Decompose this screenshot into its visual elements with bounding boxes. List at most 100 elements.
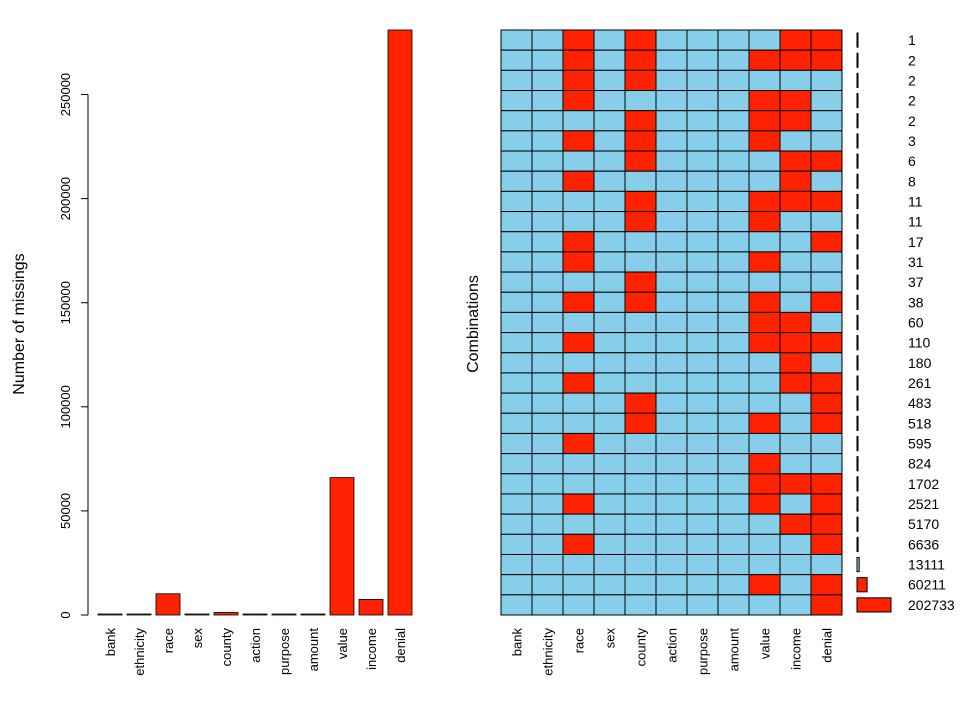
cell-amount-row-16 xyxy=(717,332,750,354)
cell-denial-row-27 xyxy=(810,553,843,576)
cell-income-row-9 xyxy=(779,190,812,213)
cell-sex-row-20 xyxy=(593,412,626,434)
count-bar-row-29 xyxy=(856,597,892,613)
cell-purpose-row-23 xyxy=(686,473,719,495)
cell-county-row-2 xyxy=(624,49,657,71)
cell-amount-row-2 xyxy=(717,49,750,71)
cell-race-row-19 xyxy=(562,392,595,414)
cell-denial-row-5 xyxy=(810,110,843,132)
cell-amount-row-5 xyxy=(717,110,750,132)
cell-action-row-2 xyxy=(655,49,688,71)
cell-denial-row-20 xyxy=(810,412,843,434)
combination-count-bars xyxy=(856,32,892,613)
cell-action-row-28 xyxy=(655,574,688,596)
cell-county-row-21 xyxy=(624,432,657,455)
x-tick-label-purpose: purpose xyxy=(277,628,292,675)
x-tick-label-sex: sex xyxy=(190,628,205,649)
cell-amount-row-13 xyxy=(717,271,750,293)
cell-sex-row-9 xyxy=(593,190,626,213)
bar-income xyxy=(358,598,384,616)
y-tick-label: 150000 xyxy=(58,281,73,324)
cell-county-row-7 xyxy=(624,150,657,172)
bars xyxy=(97,29,413,616)
cell-income-row-14 xyxy=(779,291,812,313)
count-bar-row-25 xyxy=(856,516,859,532)
count-bar-row-20 xyxy=(856,415,859,431)
cell-purpose-row-19 xyxy=(686,392,719,414)
cell-bank-row-11 xyxy=(500,231,533,253)
x-tick-label-amount: amount xyxy=(306,628,321,672)
count-bar-row-14 xyxy=(856,294,859,310)
cell-bank-row-2 xyxy=(500,49,533,71)
cell-bank-row-7 xyxy=(500,150,533,172)
cell-ethnicity-row-21 xyxy=(531,432,564,455)
cell-ethnicity-row-3 xyxy=(531,69,564,92)
cell-denial-row-17 xyxy=(810,352,843,374)
cell-county-row-18 xyxy=(624,372,657,394)
cell-sex-row-4 xyxy=(593,90,626,112)
bar-race xyxy=(155,593,181,616)
cell-purpose-row-3 xyxy=(686,69,719,92)
cell-county-row-16 xyxy=(624,332,657,354)
cell-county-row-13 xyxy=(624,271,657,293)
column-label-county: county xyxy=(634,628,649,667)
cell-purpose-row-11 xyxy=(686,231,719,253)
cell-income-row-21 xyxy=(779,432,812,455)
column-label-income: income xyxy=(789,628,804,670)
cell-bank-row-16 xyxy=(500,332,533,354)
cell-purpose-row-1 xyxy=(686,29,719,51)
count-bar-row-17 xyxy=(856,355,859,371)
cell-denial-row-2 xyxy=(810,49,843,71)
cell-value-row-5 xyxy=(748,110,781,132)
cell-purpose-row-16 xyxy=(686,332,719,354)
cell-ethnicity-row-26 xyxy=(531,533,564,555)
cell-amount-row-22 xyxy=(717,453,750,475)
cell-action-row-29 xyxy=(655,594,688,616)
cell-sex-row-13 xyxy=(593,271,626,293)
y-axis: 0 50000 100000 150000 200000 250000 xyxy=(58,73,89,619)
cell-purpose-row-26 xyxy=(686,533,719,555)
cell-county-row-12 xyxy=(624,251,657,273)
cell-amount-row-8 xyxy=(717,170,750,192)
y-tick-label: 50000 xyxy=(58,493,73,529)
cell-value-row-14 xyxy=(748,291,781,313)
cell-income-row-8 xyxy=(779,170,812,192)
y-tick-label: 0 xyxy=(58,611,73,618)
cell-denial-row-26 xyxy=(810,533,843,555)
x-tick-label-denial: denial xyxy=(393,628,408,663)
cell-purpose-row-17 xyxy=(686,352,719,374)
cell-income-row-29 xyxy=(779,594,812,616)
cell-denial-row-11 xyxy=(810,231,843,253)
bar-value xyxy=(329,477,355,616)
cell-amount-row-6 xyxy=(717,130,750,152)
count-bar-row-10 xyxy=(856,214,859,230)
count-bar-row-1 xyxy=(856,32,859,48)
count-label-row-27: 13111 xyxy=(908,557,945,573)
cell-purpose-row-29 xyxy=(686,594,719,616)
cell-denial-row-23 xyxy=(810,473,843,495)
cell-race-row-3 xyxy=(562,69,595,92)
cell-county-row-29 xyxy=(624,594,657,616)
cell-purpose-row-25 xyxy=(686,513,719,535)
cell-amount-row-11 xyxy=(717,231,750,253)
count-label-row-28: 60211 xyxy=(908,577,946,593)
cell-ethnicity-row-4 xyxy=(531,90,564,112)
cell-county-row-14 xyxy=(624,291,657,313)
cell-action-row-16 xyxy=(655,332,688,354)
cell-value-row-13 xyxy=(748,271,781,293)
cell-denial-row-14 xyxy=(810,291,843,313)
cell-purpose-row-14 xyxy=(686,291,719,313)
cell-income-row-4 xyxy=(779,90,812,112)
cell-county-row-15 xyxy=(624,311,657,334)
count-label-row-29: 202733 xyxy=(908,597,955,613)
count-bar-row-2 xyxy=(856,52,859,68)
cell-county-row-11 xyxy=(624,231,657,253)
count-label-row-17: 180 xyxy=(908,355,932,371)
cell-race-row-24 xyxy=(562,493,595,515)
cell-race-row-27 xyxy=(562,553,595,576)
cell-action-row-15 xyxy=(655,311,688,334)
cell-bank-row-14 xyxy=(500,291,533,313)
cell-amount-row-4 xyxy=(717,90,750,112)
cell-denial-row-12 xyxy=(810,251,843,273)
count-label-row-5: 2 xyxy=(908,113,916,129)
